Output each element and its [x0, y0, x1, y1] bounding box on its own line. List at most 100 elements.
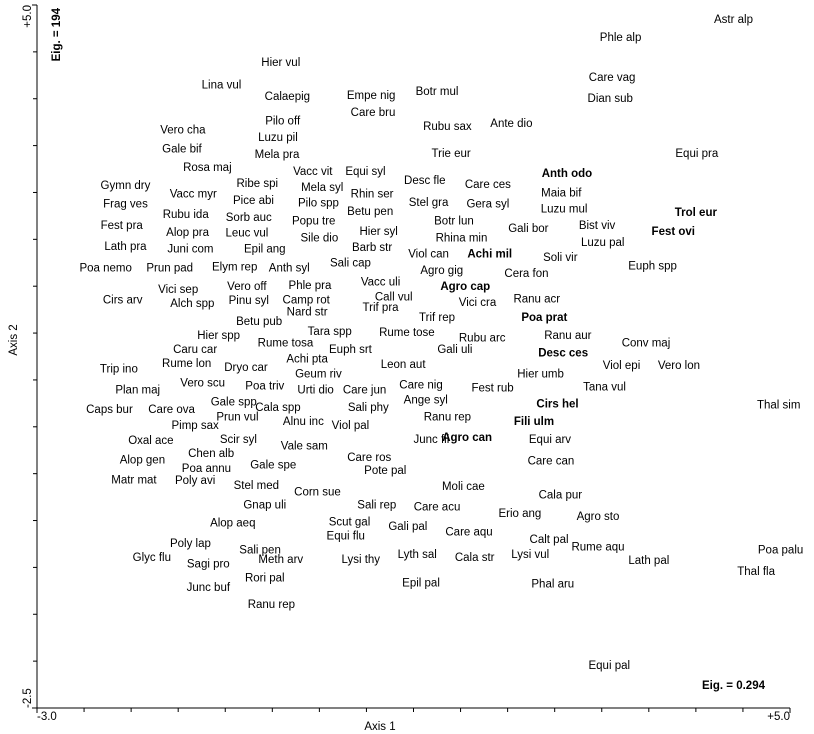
species-label: Trie eur	[432, 148, 471, 160]
species-label: Rosa maj	[183, 162, 232, 174]
species-label: Anth odo	[542, 168, 592, 180]
x-tick-label: +5.0	[767, 711, 790, 723]
species-label: Erio ang	[498, 508, 541, 520]
species-label: Dian sub	[588, 93, 633, 105]
species-label: Equi arv	[529, 434, 571, 446]
species-label: Tara spp	[308, 326, 352, 338]
species-label: Gale spe	[250, 459, 296, 471]
species-label: Chen alb	[188, 448, 234, 460]
species-label: Botr mul	[416, 86, 459, 98]
species-label: Poa triv	[245, 381, 284, 393]
species-label: Care ces	[465, 179, 511, 191]
species-label: Lath pra	[104, 241, 147, 253]
species-label: Rume aqu	[571, 542, 624, 554]
species-label: Hier spp	[197, 330, 240, 342]
species-label: Pimp sax	[171, 420, 219, 432]
species-label: Fest ovi	[652, 226, 695, 238]
species-label: Call vul	[375, 291, 413, 303]
species-label: Sali rep	[357, 500, 396, 512]
species-label: Popu tre	[292, 216, 335, 228]
species-label: Equi pal	[588, 660, 630, 672]
species-label: Caru car	[173, 344, 217, 356]
species-label: Care aqu	[445, 527, 492, 539]
species-label: Scut gal	[329, 516, 371, 528]
species-label: Cala str	[455, 552, 495, 564]
species-label: Prun pad	[146, 262, 193, 274]
species-label: Ange syl	[404, 395, 448, 407]
species-label: Rume tose	[379, 327, 435, 339]
species-label: Vacc uli	[361, 276, 400, 288]
species-label: Junc fil	[413, 434, 449, 446]
species-label: Sali cap	[330, 258, 371, 270]
species-label: Viol can	[408, 248, 449, 260]
species-label: Cirs arv	[103, 294, 143, 306]
species-label: Thal sim	[757, 399, 800, 411]
species-label: Fili ulm	[514, 416, 554, 428]
species-label: Vero cha	[160, 125, 206, 137]
species-label: Pote pal	[364, 465, 406, 477]
species-label: Achi pta	[286, 353, 328, 365]
species-label: Gymn dry	[101, 180, 151, 192]
species-label: Botr lun	[434, 216, 474, 228]
species-label: Leon aut	[381, 359, 427, 371]
species-label: Camp rot	[283, 294, 331, 306]
species-label: Luzu pal	[581, 237, 624, 249]
species-label: Rhin ser	[351, 188, 394, 200]
species-label: Anth syl	[269, 262, 310, 274]
species-label: Vero off	[227, 281, 267, 293]
species-label: Gale spp	[211, 396, 257, 408]
species-label: Lysi thy	[342, 554, 381, 566]
species-label: Calt pal	[530, 534, 569, 546]
species-label: Alop pra	[166, 227, 209, 239]
species-label: Juni com	[167, 244, 213, 256]
species-label: Gera syl	[466, 199, 509, 211]
species-label: Corn sue	[294, 486, 341, 498]
species-label: Vero lon	[658, 360, 700, 372]
species-label: Bist viv	[579, 220, 616, 232]
species-label: Mela pra	[255, 149, 300, 161]
species-label: Betu pen	[347, 206, 393, 218]
species-label: Phal aru	[531, 578, 574, 590]
species-label: Sagi pro	[187, 559, 230, 571]
species-label: Rhina min	[436, 232, 488, 244]
species-label: Gali uli	[437, 344, 472, 356]
species-label: Pice abi	[233, 195, 274, 207]
species-label: Urti dio	[297, 384, 333, 396]
species-label: Hier syl	[360, 226, 398, 238]
species-label: Gali pal	[388, 521, 427, 533]
species-label: Thal fla	[737, 566, 775, 578]
species-label: Care vag	[589, 72, 636, 84]
species-label: Leuc vul	[225, 228, 268, 240]
species-label: Pilo off	[265, 115, 301, 127]
species-label: Lina vul	[202, 80, 242, 92]
species-label: Vale sam	[281, 441, 328, 453]
species-label: Rubu sax	[423, 121, 472, 133]
species-label: Trol eur	[675, 207, 718, 219]
species-label: Stel gra	[409, 197, 449, 209]
species-label: Equi flu	[327, 530, 365, 542]
species-label: Oxal ace	[128, 435, 173, 447]
x-axis-label: Axis 1	[364, 721, 395, 733]
species-label: Ranu rep	[424, 411, 471, 423]
species-label: Rori pal	[245, 573, 285, 585]
species-label: Soli vir	[543, 252, 578, 264]
species-label: Sorb auc	[226, 212, 272, 224]
species-label: Phle pra	[289, 280, 332, 292]
species-label: Ribe spi	[236, 178, 278, 190]
species-label: Lyth sal	[398, 549, 437, 561]
species-label: Stel med	[234, 480, 279, 492]
species-label: Pilo spp	[298, 198, 339, 210]
species-label: Cirs hel	[536, 398, 578, 410]
species-label: Cala spp	[255, 402, 300, 414]
species-label: Vici sep	[158, 284, 198, 296]
species-label: Care ros	[347, 452, 391, 464]
species-label: Sali phy	[348, 402, 389, 414]
species-label: Care bru	[351, 107, 396, 119]
species-label: Vacc vit	[293, 166, 333, 178]
species-label: Ranu aur	[544, 330, 591, 342]
species-label: Gnap uli	[243, 500, 286, 512]
species-label: Vacc myr	[170, 188, 217, 200]
species-label: Alnu inc	[283, 416, 324, 428]
species-label: Viol pal	[332, 420, 370, 432]
